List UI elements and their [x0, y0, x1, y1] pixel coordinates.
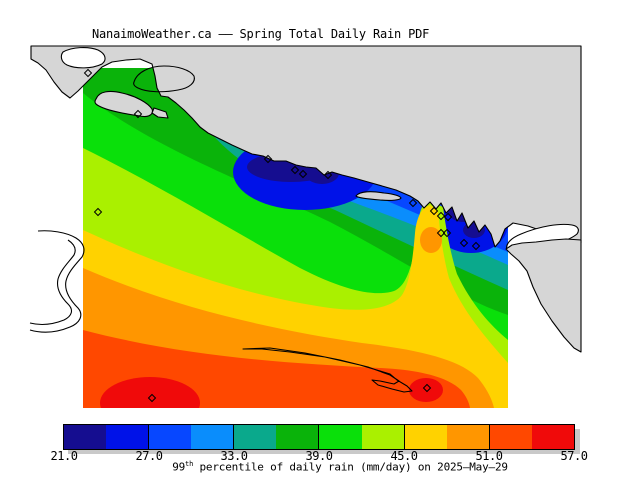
- station-marker: [133, 109, 143, 119]
- colorbar-segment: [446, 425, 489, 449]
- station-marker: [471, 241, 481, 251]
- colorbar-tick-label: 45.0: [390, 449, 418, 463]
- caption-text: percentile of daily rain (mm/day) on 202…: [193, 460, 508, 474]
- elongated-island-outline: [242, 347, 413, 393]
- contour-band-48-51-local-max: [420, 227, 442, 253]
- station-marker: [436, 211, 446, 221]
- colorbar-tick-label: 57.0: [560, 449, 588, 463]
- colorbar-segment: [191, 425, 234, 449]
- colorbar: [63, 424, 575, 450]
- coastline-fragment-inner: [29, 239, 76, 325]
- station-marker: [147, 393, 157, 403]
- mainland-coast: [30, 45, 582, 248]
- colorbar-segment: [318, 425, 362, 449]
- colorbar-segment: [531, 425, 574, 449]
- coastal-thin-island: [355, 191, 402, 201]
- station-marker: [429, 206, 439, 216]
- colorbar-caption: 99th percentile of daily rain (mm/day) o…: [172, 460, 508, 474]
- colorbar-segment: [233, 425, 277, 449]
- colorbar-segment: [106, 425, 149, 449]
- colorbar-tick-label: 21.0: [50, 449, 78, 463]
- station-marker: [436, 228, 446, 238]
- station-marker: [290, 165, 300, 175]
- mainland-south: [505, 238, 582, 353]
- caption-superscript: th: [185, 460, 194, 468]
- station-marker: [443, 212, 453, 222]
- station-marker: [83, 68, 93, 78]
- harbour-bay: [60, 47, 106, 69]
- colorbar-tick-labels: 21.0 27.0 33.0 39.0 45.0 51.0 57.0: [51, 449, 588, 463]
- station-marker: [263, 154, 273, 164]
- station-marker: [459, 238, 469, 248]
- station-marker: [422, 383, 432, 393]
- colorbar-segment: [276, 425, 319, 449]
- station-marker: [323, 170, 333, 180]
- colorbar-segment: [148, 425, 192, 449]
- colorbar-segment: [488, 425, 532, 449]
- coastline-fragment: [29, 230, 85, 333]
- contour-band-54-57: [100, 377, 200, 408]
- gray-islet: [151, 107, 169, 119]
- station-markers: [83, 68, 481, 403]
- colorbar-segment: [361, 425, 404, 449]
- colorbar-segment: [403, 425, 447, 449]
- station-marker: [408, 198, 418, 208]
- colorbar-tick-label: 51.0: [475, 449, 503, 463]
- caption-number: 99: [172, 460, 186, 474]
- colorbar-segment: [64, 425, 107, 449]
- chart-title: NanaimoWeather.ca —— Spring Total Daily …: [92, 27, 430, 41]
- island-outline: [133, 65, 195, 93]
- colorbar-tick-label: 33.0: [220, 449, 248, 463]
- station-marker: [298, 169, 308, 179]
- station-marker: [442, 228, 452, 238]
- station-marker: [93, 207, 103, 217]
- colorbar-tick-label: 27.0: [135, 449, 163, 463]
- colorbar-tick-label: 39.0: [305, 449, 333, 463]
